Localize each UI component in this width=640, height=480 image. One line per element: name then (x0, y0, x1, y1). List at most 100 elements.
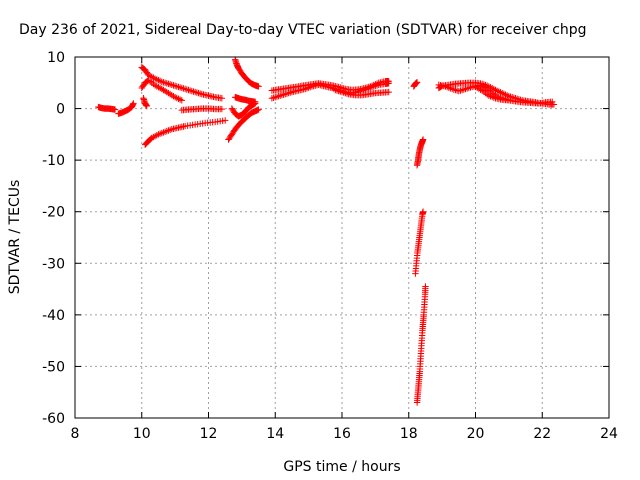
x-tick-label: 18 (400, 426, 418, 442)
x-tick-label: 22 (533, 426, 551, 442)
data-point (185, 86, 192, 94)
series-arc-g (178, 105, 226, 114)
gridlines (75, 57, 609, 418)
x-tick-label: 16 (333, 426, 351, 442)
y-tick-label: -20 (42, 205, 65, 221)
data-point (455, 87, 463, 95)
data-point (111, 106, 119, 113)
data-point (277, 92, 284, 99)
data-point (173, 83, 180, 90)
data-point (282, 90, 289, 98)
data-point (255, 106, 262, 113)
data-point (190, 88, 197, 95)
data-point (273, 93, 281, 100)
data-point (171, 82, 179, 90)
data-series (95, 56, 558, 406)
series-arc-o (410, 79, 421, 90)
data-point (218, 95, 226, 102)
series-arc-n (332, 86, 392, 99)
data-point (130, 100, 137, 107)
data-point (452, 86, 459, 94)
data-point (196, 90, 204, 97)
y-tick-label: -60 (42, 411, 65, 427)
y-tick-label: -10 (42, 153, 65, 169)
data-point (458, 86, 466, 94)
y-tick-label: 10 (47, 50, 65, 66)
data-point (280, 91, 287, 98)
series-arc-u (472, 83, 513, 104)
chart-title: Day 236 of 2021, Sidereal Day-to-day VTE… (19, 22, 587, 38)
y-tick-label: 0 (56, 102, 65, 118)
data-point (419, 136, 427, 143)
x-tick-label: 12 (200, 426, 218, 442)
data-point (175, 83, 182, 91)
series-arc-b (115, 100, 137, 117)
series-arc-k (228, 100, 259, 120)
data-point (275, 92, 282, 100)
data-point (186, 87, 194, 94)
x-tick-label: 24 (600, 426, 618, 442)
data-point (166, 81, 174, 88)
series-arc-m (268, 78, 392, 94)
data-point (270, 94, 277, 101)
x-tick-label: 8 (71, 426, 80, 442)
y-tick-label: -40 (42, 308, 65, 324)
data-point (385, 88, 392, 96)
series-arc-q (412, 208, 427, 277)
data-point (170, 82, 177, 89)
data-point (193, 89, 201, 96)
x-tick-label: 10 (133, 426, 151, 442)
x-tick-label: 20 (467, 426, 485, 442)
data-point (457, 87, 464, 94)
data-point (419, 208, 427, 215)
data-point (178, 97, 185, 104)
y-tick-label: -30 (42, 256, 65, 272)
data-point (460, 86, 468, 93)
data-point (188, 87, 196, 95)
axis-ticks: 8 10 12 14 16 18 20 22 24 10 0 -10 -20 -30 -40 -50 -60 (42, 50, 618, 442)
data-point (143, 102, 150, 110)
series-arc-i (232, 56, 262, 90)
data-point (549, 98, 556, 106)
y-tick-label: -50 (42, 359, 65, 375)
data-point (191, 88, 199, 96)
series-arc-c (138, 64, 226, 102)
series-arc-d (138, 77, 185, 104)
series-arc-h (225, 106, 262, 143)
data-point (255, 83, 262, 90)
data-point (251, 100, 258, 108)
data-point (278, 91, 286, 99)
data-point (181, 85, 189, 93)
data-point (168, 81, 175, 89)
data-point (252, 100, 259, 107)
series-arc-e (140, 95, 150, 110)
data-point (163, 80, 170, 87)
data-point (195, 89, 202, 97)
data-point (465, 84, 473, 92)
data-point (165, 80, 172, 88)
data-point (463, 85, 471, 92)
data-point (272, 94, 279, 101)
series-arc-p (413, 136, 427, 169)
data-point (422, 283, 429, 290)
series-arc-f (141, 117, 229, 148)
data-point (385, 78, 392, 85)
y-axis-label: SDTVAR / TECUs (7, 180, 23, 295)
data-point (413, 79, 421, 86)
data-point (467, 84, 474, 91)
data-point (178, 84, 185, 92)
x-tick-label: 14 (266, 426, 284, 442)
data-point (180, 85, 187, 92)
data-point (221, 117, 229, 124)
x-axis-label: GPS time / hours (283, 459, 400, 475)
data-point (183, 86, 191, 93)
data-point (268, 95, 276, 102)
data-point (505, 97, 513, 104)
plot-frame (74, 56, 610, 419)
data-point (462, 85, 469, 93)
series-arc-a (95, 103, 119, 113)
data-point (176, 84, 184, 91)
data-point (218, 105, 226, 113)
series-arc-r (413, 283, 429, 406)
